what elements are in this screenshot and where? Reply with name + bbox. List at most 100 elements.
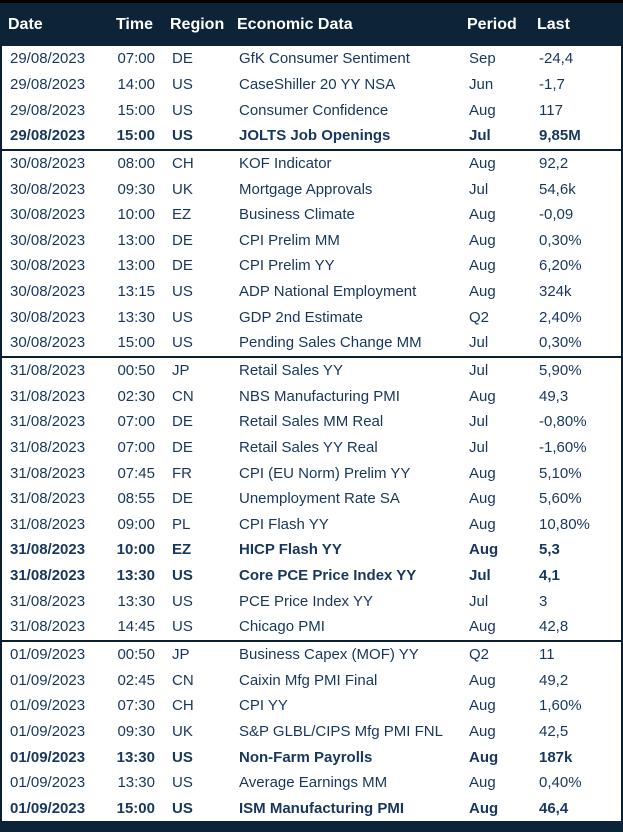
cell-region: DE bbox=[172, 490, 193, 508]
cell-time: 10:00 bbox=[116, 541, 155, 559]
cell-economic-data: Chicago PMI bbox=[239, 618, 325, 636]
cell-last: 11 bbox=[539, 646, 555, 664]
cell-last: 0,40% bbox=[539, 774, 582, 792]
cell-economic-data: PCE Price Index YY bbox=[239, 592, 373, 610]
cell-time: 13:30 bbox=[116, 748, 155, 766]
cell-region: US bbox=[172, 567, 193, 585]
cell-period: Aug bbox=[469, 799, 499, 817]
cell-economic-data: Pending Sales Change MM bbox=[239, 334, 422, 352]
cell-time: 15:00 bbox=[116, 127, 155, 145]
cell-date: 31/08/2023 bbox=[10, 567, 86, 585]
cell-last: 5,60% bbox=[539, 490, 582, 508]
cell-last: 10,80% bbox=[539, 515, 590, 533]
cell-region: DE bbox=[172, 257, 193, 275]
cell-date: 31/08/2023 bbox=[10, 387, 86, 405]
cell-region: US bbox=[172, 75, 193, 93]
table-row: 31/08/2023 07:45 FR CPI (EU Norm) Prelim YY… bbox=[2, 460, 621, 486]
cell-economic-data: CPI YY bbox=[239, 697, 288, 715]
header-date: Date bbox=[8, 15, 43, 33]
table-row: 01/09/2023 07:30 CH CPI YY Aug 1,60% bbox=[2, 693, 621, 719]
cell-date: 30/08/2023 bbox=[10, 231, 86, 249]
table-row: 30/08/2023 13:15 US ADP National Employment… bbox=[2, 278, 621, 305]
cell-time: 09:00 bbox=[117, 515, 155, 533]
cell-region: DE bbox=[172, 413, 193, 431]
table-row: 30/08/2023 13:00 DE CPI Prelim MM Aug 0,30% bbox=[2, 227, 621, 254]
header-period: Period bbox=[467, 15, 517, 33]
table-row: 01/09/2023 09:30 UK S&P GLBL/CIPS Mfg PMI F… bbox=[2, 718, 621, 745]
cell-date: 31/08/2023 bbox=[10, 362, 86, 379]
cell-date: 01/09/2023 bbox=[10, 697, 86, 715]
cell-period: Jul bbox=[469, 592, 489, 610]
cell-time: 13:00 bbox=[117, 231, 155, 249]
cell-date: 01/09/2023 bbox=[10, 671, 86, 689]
cell-period: Jul bbox=[469, 127, 491, 145]
cell-last: -1,7 bbox=[539, 75, 565, 93]
cell-date: 31/08/2023 bbox=[10, 438, 86, 456]
cell-region: FR bbox=[172, 464, 192, 482]
cell-time: 00:50 bbox=[117, 646, 155, 664]
header-time: Time bbox=[115, 15, 153, 33]
cell-date: 30/08/2023 bbox=[10, 180, 86, 198]
cell-region: US bbox=[172, 127, 193, 145]
table-row: 31/08/2023 00:50 JP Retail Sales YY Jul 5,90% bbox=[2, 355, 621, 384]
cell-last: -0,09 bbox=[539, 206, 574, 224]
cell-period: Q2 bbox=[469, 646, 490, 664]
table-row: 31/08/2023 13:30 US PCE Price Index YY Jul 3 bbox=[2, 588, 621, 615]
cell-last: 1,60% bbox=[539, 697, 582, 715]
cell-economic-data: Average Earnings MM bbox=[239, 774, 388, 792]
cell-time: 13:15 bbox=[117, 283, 155, 301]
cell-economic-data: ADP National Employment bbox=[239, 283, 417, 301]
cell-time: 10:00 bbox=[117, 206, 155, 224]
cell-time: 15:00 bbox=[116, 799, 155, 817]
cell-period: Aug bbox=[469, 541, 499, 559]
cell-economic-data: S&P GLBL/CIPS Mfg PMI FNL bbox=[239, 722, 443, 740]
cell-region: DE bbox=[172, 438, 193, 456]
cell-economic-data: Unemployment Rate SA bbox=[239, 490, 400, 508]
cell-last: 6,20% bbox=[539, 257, 582, 275]
cell-last: 187k bbox=[539, 748, 573, 766]
cell-region: CN bbox=[172, 671, 194, 689]
table-row: 29/08/2023 07:00 DE GfK Consumer Sentiment S… bbox=[2, 46, 621, 72]
cell-region: US bbox=[172, 748, 193, 766]
cell-period: Aug bbox=[469, 231, 496, 249]
table-row: 01/09/2023 13:30 US Non-Farm Payrolls Aug 187… bbox=[2, 744, 621, 770]
table-row: 31/08/2023 14:45 US Chicago PMI Aug 42,8 bbox=[2, 614, 621, 640]
cell-last: 5,3 bbox=[539, 541, 560, 559]
cell-date: 31/08/2023 bbox=[10, 541, 86, 559]
table-row: 30/08/2023 13:30 US GDP 2nd Estimate Q2 2,40% bbox=[2, 304, 621, 331]
cell-region: JP bbox=[172, 646, 190, 664]
table-row: 29/08/2023 15:00 US Consumer Confidence Aug 1… bbox=[2, 97, 621, 123]
cell-economic-data: Mortgage Approvals bbox=[239, 180, 373, 198]
cell-region: UK bbox=[172, 722, 193, 740]
cell-economic-data: JOLTS Job Openings bbox=[239, 127, 391, 145]
table-row: 31/08/2023 09:00 PL CPI Flash YY Aug 10,80% bbox=[2, 511, 621, 538]
cell-period: Aug bbox=[469, 515, 496, 533]
cell-economic-data: GDP 2nd Estimate bbox=[239, 308, 363, 326]
cell-date: 01/09/2023 bbox=[10, 722, 86, 740]
cell-economic-data: Caixin Mfg PMI Final bbox=[239, 671, 378, 689]
cell-economic-data: GfK Consumer Sentiment bbox=[239, 50, 410, 68]
cell-period: Sep bbox=[469, 50, 496, 68]
cell-period: Aug bbox=[469, 774, 496, 792]
cell-economic-data: Retail Sales MM Real bbox=[239, 413, 384, 431]
cell-time: 15:00 bbox=[117, 334, 155, 352]
cell-region: JP bbox=[172, 362, 190, 379]
cell-economic-data: ISM Manufacturing PMI bbox=[239, 799, 404, 817]
cell-date: 30/08/2023 bbox=[10, 154, 86, 172]
cell-region: UK bbox=[172, 180, 193, 198]
cell-economic-data: KOF Indicator bbox=[239, 154, 332, 172]
cell-period: Aug bbox=[469, 257, 496, 275]
table-footer-bar bbox=[0, 821, 623, 832]
table-row: 31/08/2023 13:30 US Core PCE Price Index YY… bbox=[2, 562, 621, 589]
cell-date: 01/09/2023 bbox=[10, 774, 86, 792]
cell-time: 07:45 bbox=[117, 464, 155, 482]
cell-date: 30/08/2023 bbox=[10, 283, 86, 301]
cell-period: Aug bbox=[469, 464, 496, 482]
table-row: 01/09/2023 00:50 JP Business Capex (MOF) YY… bbox=[2, 639, 621, 668]
cell-last: 324k bbox=[539, 283, 572, 301]
header-economic-data: Economic Data bbox=[237, 15, 353, 33]
cell-time: 13:30 bbox=[117, 308, 155, 326]
cell-last: 3 bbox=[539, 592, 548, 610]
cell-date: 29/08/2023 bbox=[10, 50, 86, 68]
cell-time: 08:00 bbox=[117, 154, 155, 172]
